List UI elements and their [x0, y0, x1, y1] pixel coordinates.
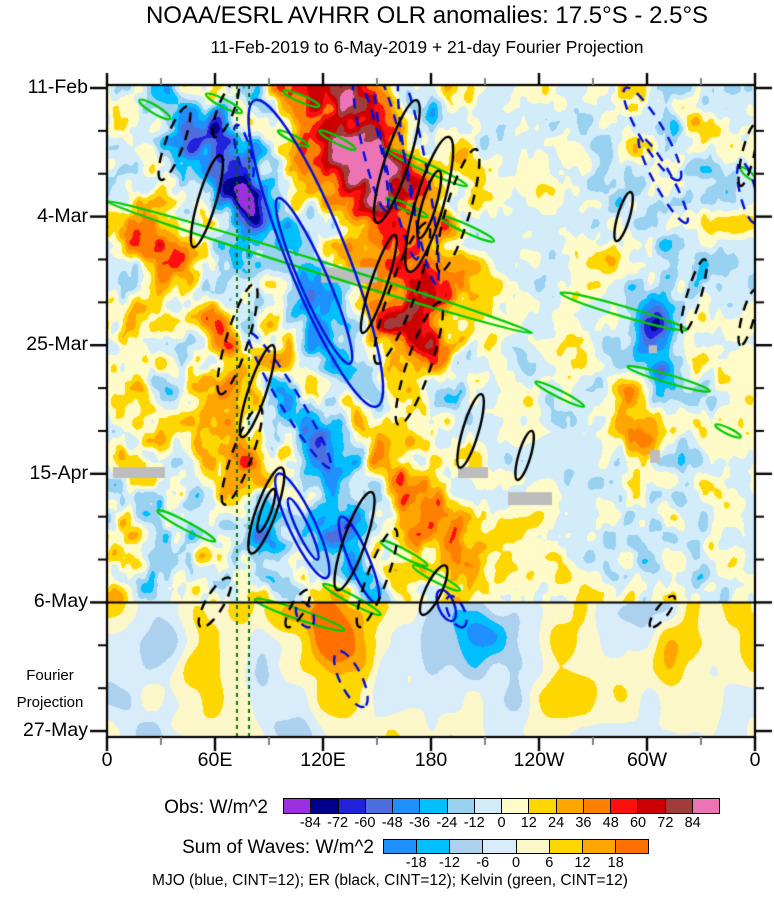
- colorbar-cell: [638, 799, 666, 813]
- colorbar-tick-label: 0: [511, 855, 521, 871]
- colorbar-cell: [483, 840, 517, 853]
- colorbar-tick-label: 48: [602, 815, 619, 831]
- colorbar-cell: [611, 799, 639, 813]
- colorbar-tick-label: 24: [548, 815, 565, 831]
- colorbar-cell: [665, 799, 693, 813]
- fourier-projection-label: Fourier Projection: [4, 662, 96, 716]
- colorbar-cell: [556, 799, 584, 813]
- colorbar-cell: [502, 799, 530, 813]
- colorbar-tick-label: 12: [574, 855, 591, 871]
- colorbar-tick-label: 18: [607, 855, 624, 871]
- figure-subtitle: 11-Feb-2019 to 6-May-2019 + 21-day Fouri…: [210, 37, 644, 57]
- x-tick-label: 60W: [626, 749, 668, 771]
- y-tick-label: 15-Apr: [29, 461, 88, 484]
- contour-legend: MJO (blue, CINT=12); ER (black, CINT=12)…: [152, 872, 628, 889]
- y-tick-label: 27-May: [22, 719, 88, 742]
- colorbar-tick-label: 60: [629, 815, 647, 831]
- colorbar-cell: [582, 840, 616, 853]
- waves-colorbar: [383, 839, 649, 854]
- colorbar-tick-label: -84: [299, 815, 321, 831]
- colorbar-cell: [393, 799, 421, 813]
- colorbar-cell: [417, 840, 451, 853]
- colorbar-tick-label: -6: [476, 855, 490, 871]
- colorbar-cell: [615, 840, 648, 853]
- colorbar-tick-label: -60: [354, 815, 376, 831]
- x-tick-label: 120E: [300, 749, 346, 771]
- y-tick-label: 6-May: [33, 590, 88, 613]
- colorbar-cell: [692, 799, 719, 813]
- y-tick-label: 11-Feb: [27, 76, 88, 98]
- colorbar-cell: [311, 799, 339, 813]
- y-tick-label: 4-Mar: [37, 204, 88, 227]
- colorbar-tick-label: -12: [463, 815, 485, 831]
- colorbar-tick-label: -24: [436, 815, 458, 831]
- figure-title: NOAA/ESRL AVHRR OLR anomalies: 17.5°S - …: [145, 2, 709, 29]
- obs-colorbar-label: Obs: W/m^2: [164, 797, 268, 818]
- colorbar-cell: [450, 840, 484, 853]
- x-tick-label: 180: [414, 749, 448, 771]
- colorbar-tick-label: 72: [657, 815, 674, 831]
- colorbar-tick-label: -36: [409, 815, 431, 831]
- colorbar-tick-label: -12: [439, 855, 460, 871]
- x-tick-label: 0: [749, 749, 761, 771]
- x-tick-label: 120W: [513, 749, 565, 771]
- x-tick-label: 60E: [197, 749, 233, 771]
- colorbar-cell: [384, 840, 418, 853]
- colorbar-cell: [474, 799, 502, 813]
- colorbar-cell: [420, 799, 448, 813]
- colorbar-cell: [338, 799, 366, 813]
- colorbar-cell: [447, 799, 475, 813]
- colorbar-cell: [365, 799, 393, 813]
- colorbar-cell: [583, 799, 611, 813]
- colorbar-tick-label: 36: [575, 815, 592, 831]
- fourier-projection-label-line1: Fourier: [26, 667, 74, 684]
- colorbar-tick-label: -72: [327, 815, 349, 831]
- colorbar-cell: [516, 840, 550, 853]
- y-tick-label: 25-Mar: [26, 333, 88, 356]
- colorbar-cell: [529, 799, 557, 813]
- colorbar-tick-label: 0: [497, 815, 506, 831]
- colorbar-tick-label: 12: [520, 815, 537, 831]
- waves-colorbar-label: Sum of Waves: W/m^2: [182, 837, 374, 858]
- colorbar-tick-label: 84: [684, 815, 701, 831]
- colorbar-tick-label: 6: [545, 855, 554, 871]
- colorbar-tick-label: -48: [381, 815, 403, 831]
- obs-colorbar: [283, 798, 720, 814]
- colorbar-tick-label: -18: [405, 855, 427, 871]
- colorbar-cell: [284, 799, 312, 813]
- fourier-projection-label-line2: Projection: [16, 694, 84, 711]
- x-tick-label: 0: [101, 749, 113, 771]
- colorbar-cell: [549, 840, 583, 853]
